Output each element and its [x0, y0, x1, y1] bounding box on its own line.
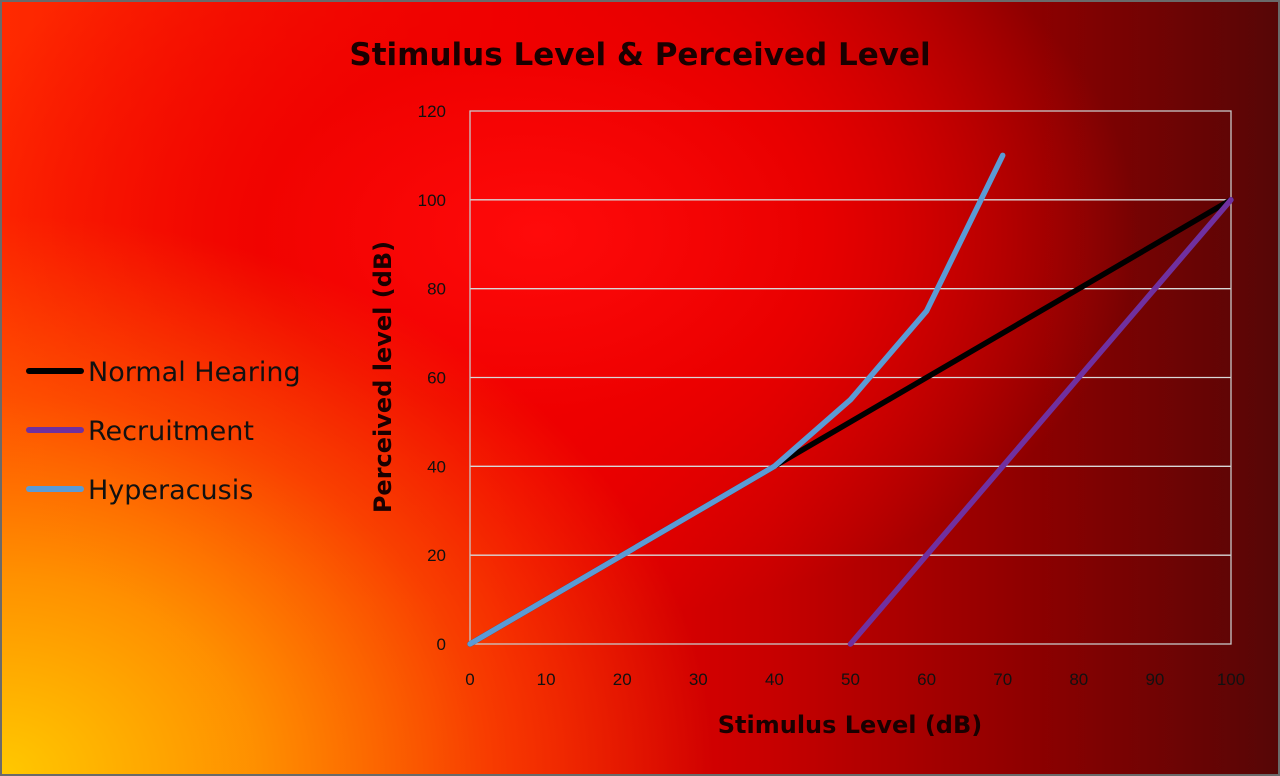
y-axis-title: Perceived level (dB) [369, 241, 397, 513]
x-tick-label: 20 [613, 670, 632, 689]
gridlines [470, 199, 1231, 556]
legend-item-recruitment: Recruitment [26, 416, 254, 447]
x-tick-label: 60 [917, 670, 936, 689]
x-tick-label: 40 [765, 670, 784, 689]
x-tick-label: 70 [993, 670, 1012, 689]
legend-label: Normal Hearing [88, 357, 301, 388]
x-tick-label: 10 [537, 670, 556, 689]
legend: Normal Hearing Recruitment Hyperacusis [26, 357, 301, 506]
series-lines [467, 152, 1234, 647]
legend-label: Recruitment [88, 416, 254, 447]
x-tick-label: 30 [689, 670, 708, 689]
y-tick-label: 0 [437, 635, 446, 654]
x-tick-label: 90 [1145, 670, 1164, 689]
y-tick-label: 100 [418, 191, 446, 210]
y-axis-ticks: 0 20 40 60 80 100 120 [418, 102, 446, 654]
legend-item-normal-hearing: Normal Hearing [26, 357, 301, 388]
y-tick-label: 20 [427, 546, 446, 565]
legend-item-hyperacusis: Hyperacusis [26, 475, 253, 506]
series-line-hyperacusis [467, 152, 1006, 647]
y-tick-label: 40 [427, 457, 446, 476]
x-tick-label: 100 [1217, 670, 1245, 689]
x-tick-label: 80 [1069, 670, 1088, 689]
x-axis-title: Stimulus Level (dB) [718, 711, 983, 739]
x-tick-label: 0 [465, 670, 474, 689]
x-axis-ticks: 0 10 20 30 40 50 60 70 80 90 100 [465, 670, 1245, 689]
y-tick-label: 60 [427, 369, 446, 388]
x-tick-label: 50 [841, 670, 860, 689]
y-tick-label: 80 [427, 280, 446, 299]
chart-title: Stimulus Level & Perceived Level [349, 37, 930, 73]
series-line-recruitment [847, 197, 1234, 647]
y-tick-label: 120 [418, 102, 446, 121]
legend-label: Hyperacusis [88, 475, 253, 506]
